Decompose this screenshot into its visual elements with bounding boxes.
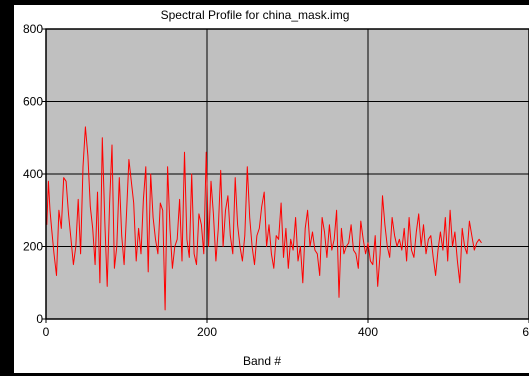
y-tick-label: 600 bbox=[23, 95, 43, 109]
y-tick-label: 800 bbox=[23, 22, 43, 36]
y-tick-label: 200 bbox=[23, 240, 43, 254]
x-tick-label: 200 bbox=[197, 325, 217, 339]
y-tick-label: 0 bbox=[36, 312, 43, 326]
x-tick-label: 0 bbox=[43, 325, 50, 339]
chart-title: Spectral Profile for china_mask.img bbox=[161, 8, 350, 22]
x-axis-label: Band # bbox=[243, 354, 281, 368]
spectral-profile-chart: Spectral Profile for china_mask.img 0 200… bbox=[23, 8, 529, 368]
x-tick-label: 400 bbox=[358, 325, 378, 339]
axes: 0 200 400 600 800 0 200 400 60 bbox=[23, 22, 529, 339]
spectral-profile-line bbox=[46, 126, 482, 311]
x-tick-label: 60 bbox=[522, 325, 529, 339]
plot-panel: Spectral Profile for china_mask.img 0 200… bbox=[14, 5, 529, 373]
plot-frame bbox=[45, 28, 529, 320]
series-layer bbox=[46, 126, 482, 311]
y-tick-label: 400 bbox=[23, 167, 43, 181]
